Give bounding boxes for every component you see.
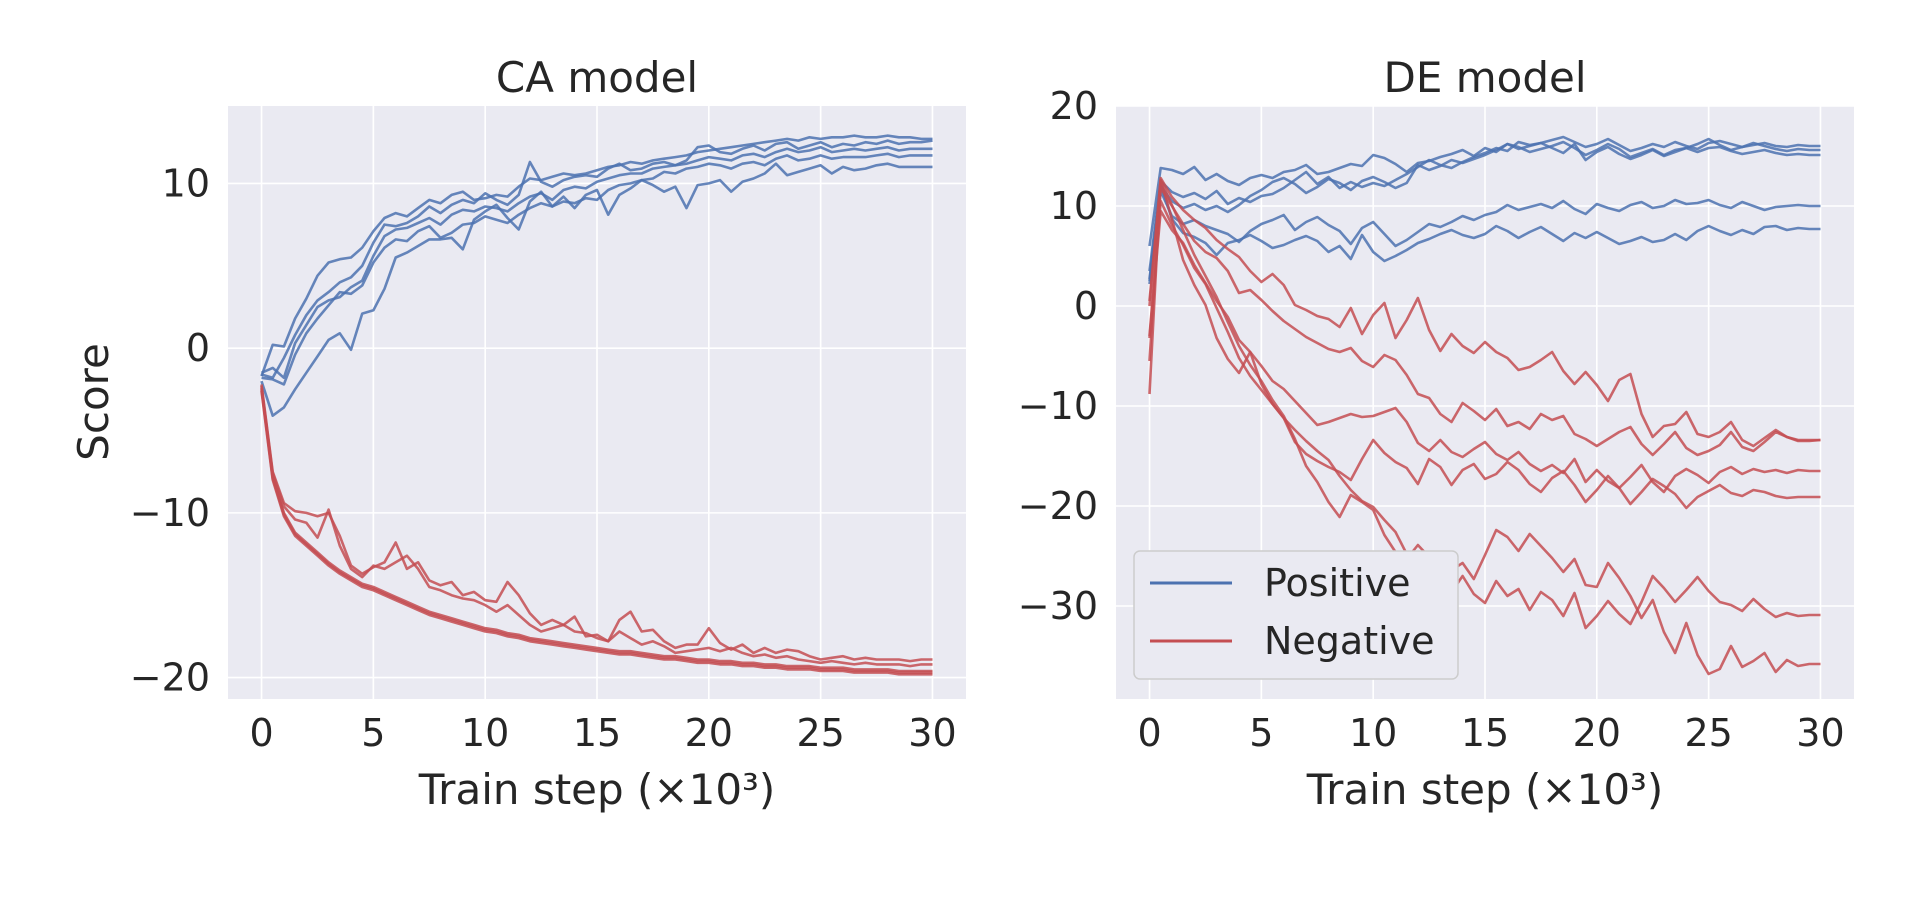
de-y-tick-label: 0 (1074, 284, 1098, 328)
ca-y-tick-label: 0 (186, 326, 210, 370)
de-negative-line-8 (1148, 209, 1821, 494)
de-x-tick-label: 20 (1573, 711, 1621, 755)
de-series-lines (1148, 135, 1821, 676)
legend-positive-label: Positive (1264, 561, 1411, 605)
de-negative-line-9 (1148, 178, 1821, 510)
ca-y-tick-label: 10 (162, 161, 210, 205)
ca-positive-line-1 (260, 134, 933, 377)
de-y-tick-label: 10 (1050, 184, 1098, 228)
ca-x-tick-label: 15 (573, 711, 621, 755)
ca-positive-line-3 (260, 145, 933, 380)
ca-negative-line-9 (260, 389, 933, 674)
de-negative-line-10 (1148, 199, 1821, 630)
ca-x-tick-label: 0 (249, 711, 273, 755)
de-negative-line-7 (1148, 186, 1821, 457)
de-x-tick-label: 15 (1461, 711, 1509, 755)
de-x-axis-label-text: Train step (×10³) (1306, 765, 1664, 814)
de-chart-title: DE model (1383, 53, 1586, 102)
de-x-tick-label: 10 (1349, 711, 1397, 755)
legend: Positive Negative (1133, 550, 1459, 680)
de-positive-line-5 (1148, 182, 1821, 280)
ca-x-tick-label: 25 (796, 711, 844, 755)
de-positive-line-3 (1148, 140, 1821, 282)
ca-x-axis-label-text: Train step (×10³) (418, 765, 776, 814)
ca-x-tick-label: 5 (361, 711, 385, 755)
de-positive-line-2 (1148, 137, 1821, 272)
ca-model-panel: 0 5 10 15 20 25 30 10 0 −10 −20 CA model Train st… (69, 53, 966, 814)
de-x-tick-labels: 0 5 10 15 20 25 30 (1137, 711, 1844, 755)
ca-positive-line-5 (260, 162, 933, 418)
de-y-tick-label: 20 (1050, 84, 1098, 128)
de-y-tick-label: −20 (1018, 484, 1098, 528)
de-negative-line-11 (1148, 178, 1821, 676)
y-axis-label: Score (69, 343, 118, 461)
ca-positive-line-2 (261, 139, 933, 380)
de-y-tick-label: −30 (1018, 584, 1098, 628)
ca-x-tick-labels: 0 5 10 15 20 25 30 (249, 711, 956, 755)
de-x-tick-label: 5 (1249, 711, 1273, 755)
ca-chart-title: CA model (496, 53, 698, 102)
ca-x-axis-label: Train step (×10³) (418, 765, 776, 814)
ca-positive-line-4 (261, 152, 933, 386)
de-negative-line-6 (1148, 176, 1821, 448)
ca-series-lines (260, 134, 933, 676)
ca-negative-line-8 (260, 387, 933, 673)
de-x-tick-label: 0 (1137, 711, 1161, 755)
ca-negative-line-10 (260, 390, 933, 676)
de-positive-line-4 (1148, 189, 1821, 285)
de-model-panel: 0 5 10 15 20 25 30 20 10 0 −10 −20 −30 DE model Tra… (1018, 53, 1854, 814)
de-x-axis-label: Train step (×10³) (1306, 765, 1664, 814)
de-positive-line-1 (1148, 135, 1821, 247)
ca-y-tick-label: −20 (130, 656, 210, 700)
de-x-tick-label: 25 (1684, 711, 1732, 755)
de-x-tick-label: 30 (1796, 711, 1844, 755)
ca-x-tick-label: 30 (908, 711, 956, 755)
ca-y-tick-labels: 10 0 −10 −20 (130, 161, 210, 699)
ca-negative-line-7 (260, 385, 933, 668)
ca-x-tick-label: 10 (461, 711, 509, 755)
legend-negative-label: Negative (1264, 619, 1435, 663)
ca-y-tick-label: −10 (130, 491, 210, 535)
ca-x-tick-label: 20 (685, 711, 733, 755)
de-y-tick-label: −10 (1018, 384, 1098, 428)
de-y-tick-labels: 20 10 0 −10 −20 −30 (1018, 84, 1098, 628)
